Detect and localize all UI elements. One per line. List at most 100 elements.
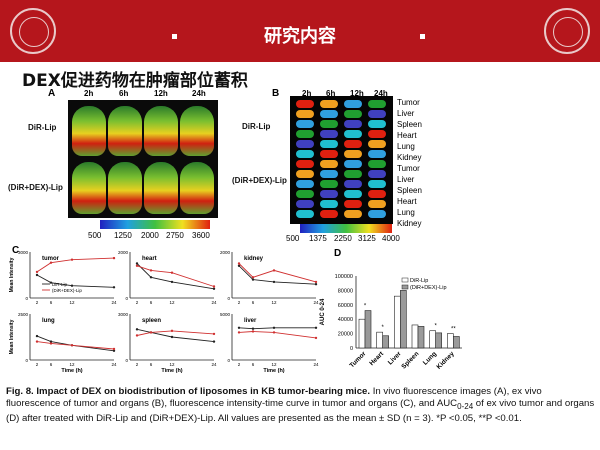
data-point [314,336,318,340]
data-point [272,326,276,329]
legend-label: DiR-Lip [410,278,428,284]
legend-label: (DiR+DEX)-Lip [52,288,82,293]
organ-label: Spleen [397,186,422,195]
organ-blob [296,160,314,168]
organ-blob [368,100,386,108]
data-point [251,276,255,279]
organ-blob [368,170,386,178]
data-point [70,258,74,261]
bar [400,290,407,349]
y-axis-label: Mean Intensity [9,257,15,292]
colorbar-tick: 2250 [334,234,352,243]
organ-blob [320,130,338,138]
colorbar-tick: 2000 [141,231,159,240]
colorbar [100,220,210,229]
colorbar-tick: 3600 [192,231,210,240]
series-line-dir-dex-lip [136,330,215,336]
data-point [212,287,216,290]
data-point [237,262,241,265]
tick-label: 3000 [118,312,129,317]
tick-label: 24 [313,300,319,305]
mouse-image [108,106,142,156]
tick-label: 100000 [335,274,353,280]
time-label: 6h [326,89,336,98]
organ-blob [368,150,386,158]
tick-label: 0 [227,358,230,363]
bullet-icon [420,34,425,39]
data-point [314,280,318,284]
tick-label: 2 [238,362,241,367]
organ-label: Spleen [397,120,422,129]
bar [453,336,460,349]
time-label: 2h [84,89,94,98]
tick-label: 2000 [220,250,231,255]
data-point [135,328,139,331]
organ-blob [296,140,314,148]
organ-blob [320,200,338,208]
mouse-image [180,106,214,156]
university-seal-icon [10,8,56,54]
colorbar-tick: 2750 [166,231,184,240]
chart-title: spleen [142,318,161,324]
tick-label: 2 [136,300,139,305]
legend-label: (DiR+DEX)-Lip [410,285,447,291]
organ-blob [344,100,362,108]
tick-label: 24 [211,300,217,305]
series-line-dir-dex-lip [238,331,317,339]
data-point [149,269,153,272]
chart-title: lung [42,318,55,324]
organ-label: Liver [397,109,415,118]
panel-d-letter: D [334,248,342,259]
row-label: DiR-Lip [28,123,57,132]
tick-label: 3000 [18,250,29,255]
organ-blob [320,140,338,148]
y-axis-label: AUC 0-24 [320,298,326,325]
data-point [251,278,255,281]
organ-blob [296,170,314,178]
organ-blob [344,160,362,168]
header-banner: 研究内容 [0,0,600,62]
tick-label: 24 [211,362,217,367]
organ-label: Heart [397,131,417,140]
row-label: (DiR+DEX)-Lip [8,183,63,192]
bar [394,295,401,349]
x-axis-label: Time (h) [161,368,182,374]
tick-label: 0 [125,296,128,301]
tick-label: 2 [238,300,241,305]
caption-bold: Fig. 8. Impact of DEX on biodistribution… [6,386,371,397]
organ-blob [320,170,338,178]
bar [429,330,436,349]
in-vivo-image [68,100,218,218]
organ-label: Liver [397,175,415,184]
row-label: DiR-Lip [242,122,271,131]
organ-label: Tumor [397,164,420,173]
panel-b-letter: B [272,88,280,99]
series-line-dir-lip [238,265,317,285]
data-point [170,280,174,284]
mouse-image [72,162,106,214]
tick-label: 24 [111,300,117,305]
organ-blob [344,200,362,208]
data-point [272,331,276,334]
data-point [170,329,174,333]
tick-label: 6 [252,300,255,305]
data-point [314,283,318,286]
tick-label: 24 [111,362,117,367]
data-point [49,281,53,284]
bar [411,324,419,349]
organ-blob [296,210,314,218]
mouse-image [108,162,142,214]
organ-blob [344,150,362,158]
tick-label: 12 [169,362,175,367]
organ-blob [344,210,362,218]
tick-label: 80000 [338,288,353,294]
x-axis-label: Time (h) [61,368,82,374]
legend-swatch [401,277,409,283]
data-point [112,347,116,351]
tick-label: 5000 [220,312,231,317]
significance-mark: * [364,304,367,310]
organ-blob [320,110,338,118]
category-label: Kidney [435,350,456,371]
organ-blob [296,100,314,108]
bar [376,331,383,349]
